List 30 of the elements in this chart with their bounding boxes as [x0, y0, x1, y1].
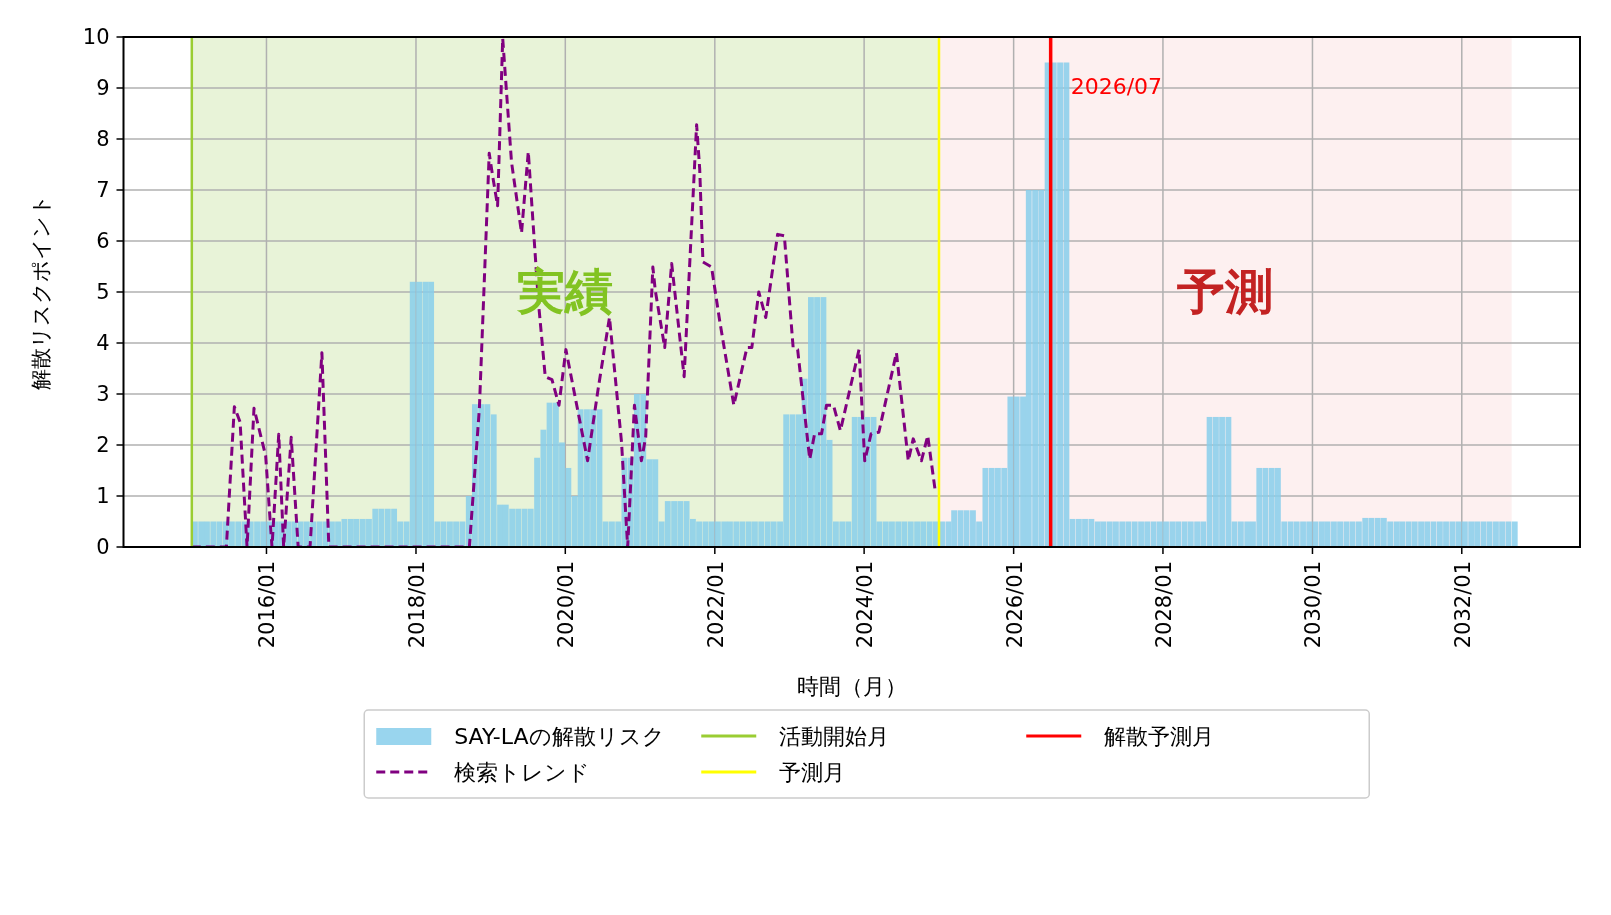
x-tick-label: 2024/01 — [853, 561, 878, 649]
y-tick-label: 8 — [96, 127, 110, 151]
x-tick-label: 2022/01 — [703, 561, 728, 649]
legend-label: 予測月 — [779, 760, 846, 785]
y-tick-label: 0 — [96, 535, 110, 559]
y-axis-title: 解散リスクポイント — [29, 194, 53, 390]
y-tick-label: 1 — [96, 484, 110, 508]
x-tick-label: 2020/01 — [554, 561, 579, 649]
x-tick-label: 2016/01 — [255, 561, 280, 649]
x-tick-label: 2030/01 — [1301, 561, 1326, 649]
x-tick-label: 2026/01 — [1002, 561, 1027, 649]
legend-label: 活動開始月 — [779, 724, 890, 749]
y-tick-label: 7 — [96, 178, 110, 202]
band-label: 予測 — [1176, 263, 1274, 319]
annotation: 2026/07 — [1070, 74, 1163, 99]
y-tick-label: 4 — [96, 331, 110, 355]
y-tick-label: 5 — [96, 280, 110, 304]
x-tick-label: 2032/01 — [1450, 561, 1475, 649]
legend-label: 解散予測月 — [1104, 724, 1215, 749]
y-tick-label: 2 — [96, 433, 110, 457]
legend-label: SAY-LAの解散リスク — [454, 724, 665, 749]
y-tick-label: 9 — [96, 76, 110, 100]
y-tick-label: 3 — [96, 382, 110, 406]
band-label: 実績 — [516, 263, 614, 319]
y-tick-label: 6 — [96, 229, 110, 253]
x-tick-label: 2028/01 — [1151, 561, 1176, 649]
y-tick-label: 10 — [82, 25, 110, 49]
legend-label: 検索トレンド — [454, 760, 591, 785]
x-axis-title: 時間（月） — [796, 674, 907, 699]
x-tick-label: 2018/01 — [404, 561, 429, 649]
